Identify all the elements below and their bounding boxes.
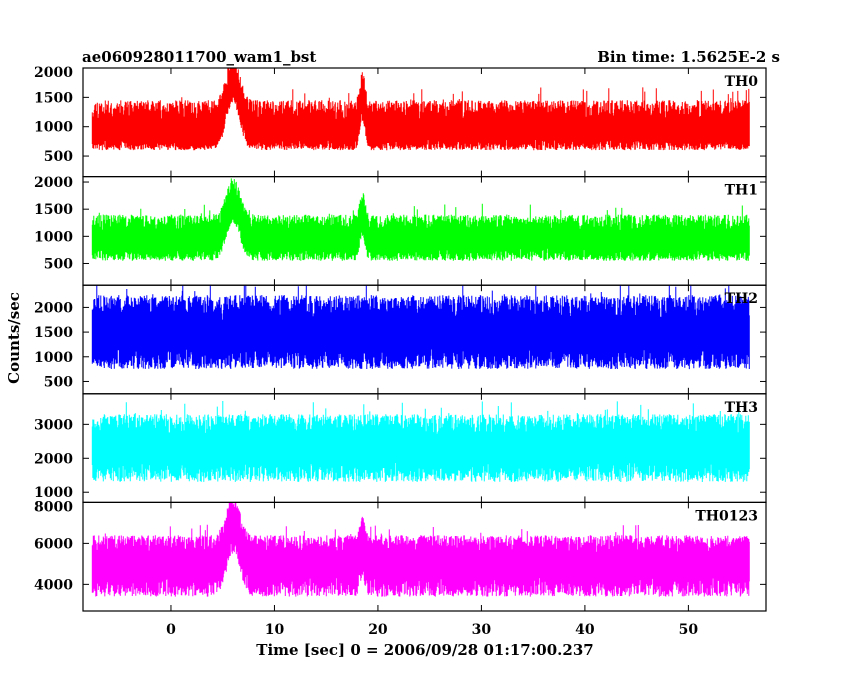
panel-th0: 500 1000 1500 2000 TH0 (34, 65, 767, 178)
bin-time-label: Bin time: 1.5625E-2 s (597, 48, 780, 66)
series-th2 (91, 285, 750, 370)
y-tick-label: 2000 (34, 451, 73, 467)
y-tick-label: 1500 (34, 90, 73, 106)
panel-th0123: 4000 6000 8000 TH0123 (34, 499, 767, 612)
x-tick-label: 50 (679, 622, 699, 638)
x-axis-label: Time [sec] 0 = 2006/09/28 01:17:00.237 (256, 641, 593, 659)
series-th0123 (91, 502, 750, 597)
y-tick-label: 1000 (34, 229, 73, 245)
x-tick-label: 20 (368, 622, 388, 638)
x-tick-label: 40 (575, 622, 595, 638)
y-tick-label: 3000 (34, 417, 73, 433)
x-tick-label: 10 (265, 622, 285, 638)
x-axis: 0 10 20 30 40 50 (166, 622, 698, 638)
y-tick-label: 1000 (34, 350, 73, 366)
panel-th3: 1000 2000 3000 TH3 (34, 393, 767, 503)
series-th1 (91, 178, 750, 261)
y-tick-label: 500 (44, 374, 73, 390)
panel-label: TH3 (725, 400, 758, 416)
y-tick-label: 1000 (34, 485, 73, 501)
panel-label: TH0123 (695, 508, 758, 524)
x-tick-label: 30 (472, 622, 492, 638)
y-tick-label: 2000 (34, 300, 73, 316)
y-tick-label: 1500 (34, 202, 73, 218)
y-tick-label: 2000 (34, 65, 73, 81)
x-tick-label: 0 (166, 622, 176, 638)
y-tick-label: 500 (44, 149, 73, 165)
panel-th1: 500 1000 1500 2000 TH1 (34, 175, 767, 286)
y-tick-label: 1000 (34, 120, 73, 136)
y-tick-label: 500 (44, 256, 73, 272)
panels: 500 1000 1500 2000 TH0 500 1000 1500 2000 TH1 500 1… (34, 65, 767, 612)
series-th3 (91, 401, 750, 482)
panel-label: TH0 (725, 74, 759, 90)
panel-frame (82, 501, 767, 612)
panel-label: TH2 (725, 291, 758, 307)
y-tick-label: 2000 (34, 175, 73, 191)
y-tick-label: 8000 (34, 499, 73, 515)
y-tick-label: 6000 (34, 536, 73, 552)
series-th0 (91, 68, 750, 151)
y-tick-label: 1500 (34, 325, 73, 341)
panel-label: TH1 (725, 183, 758, 199)
chart-title: ae060928011700_wam1_bst (82, 48, 316, 66)
y-tick-label: 4000 (34, 577, 73, 593)
y-axis-label: Counts/sec (5, 292, 23, 384)
